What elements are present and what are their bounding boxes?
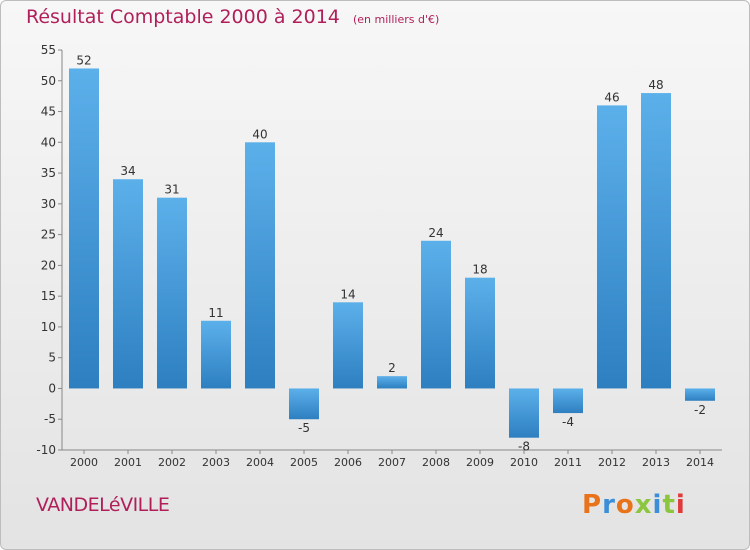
data-label: 31	[164, 183, 179, 197]
y-tick-label: 55	[41, 43, 56, 57]
logo-letter: t	[662, 490, 676, 520]
x-tick-label: 2013	[642, 456, 670, 469]
x-tick-label: 2006	[334, 456, 362, 469]
x-tick-label: 2007	[378, 456, 406, 469]
y-tick-label: -5	[44, 412, 56, 426]
x-tick-label: 2014	[686, 456, 714, 469]
y-tick-label: 40	[41, 135, 56, 149]
bar	[201, 320, 231, 389]
value-labels: 52 34 31 11 40 -5 14 2 24 18 -8 -4 46 48 -2	[76, 53, 706, 453]
data-label: 14	[340, 287, 355, 301]
bar	[245, 142, 275, 389]
y-tick-label: 10	[41, 320, 56, 334]
data-label: 40	[252, 127, 267, 141]
data-label: 18	[472, 263, 487, 277]
data-label: 48	[648, 78, 663, 92]
proxiti-logo[interactable]: Proxiti	[582, 490, 686, 520]
data-label: 11	[208, 306, 223, 320]
data-label: 2	[388, 361, 396, 375]
x-tick-label: 2003	[202, 456, 230, 469]
data-label: 52	[76, 53, 91, 67]
bar	[465, 277, 495, 389]
x-tick-label: 2005	[290, 456, 318, 469]
bar	[377, 376, 407, 389]
y-tick-label: 15	[41, 289, 56, 303]
logo-letter: i	[652, 490, 663, 520]
x-tick-label: 2012	[598, 456, 626, 469]
y-tick-label: 35	[41, 166, 56, 180]
chart-subtitle: (en milliers d'€)	[352, 13, 440, 26]
bar	[509, 388, 539, 438]
y-tick-label: -10	[36, 443, 56, 457]
x-tick-label: 2008	[422, 456, 450, 469]
x-tick-label: 2002	[158, 456, 186, 469]
commune-name: VANDELéVILLE	[36, 494, 170, 516]
bar	[113, 179, 143, 389]
logo-letter: x	[634, 490, 653, 520]
bar	[553, 388, 583, 414]
bar	[289, 388, 319, 420]
logo-letter: o	[615, 490, 635, 520]
data-label: 46	[604, 90, 619, 104]
logo-letter: r	[602, 490, 616, 520]
bar	[421, 240, 451, 389]
chart-title: Résultat Comptable 2000 à 2014	[26, 6, 340, 28]
x-tick-label: 2000	[70, 456, 98, 469]
bar	[69, 68, 99, 389]
bar	[641, 93, 671, 389]
bar	[157, 197, 187, 389]
x-tick-label: 2010	[510, 456, 538, 469]
logo-letter: i	[675, 490, 686, 520]
y-tick-label: 30	[41, 197, 56, 211]
x-tick-label: 2011	[554, 456, 582, 469]
y-tick-label: 0	[48, 381, 56, 395]
x-tick-label: 2009	[466, 456, 494, 469]
data-label: -8	[518, 440, 530, 454]
bar	[685, 388, 715, 401]
y-tick-label: 45	[41, 105, 56, 119]
y-tick-label: 20	[41, 258, 56, 272]
x-tick-label: 2004	[246, 456, 274, 469]
data-label: -4	[562, 415, 574, 429]
bar	[333, 302, 363, 389]
data-label: 24	[428, 226, 443, 240]
logo-letter: P	[582, 490, 603, 520]
y-tick-label: 5	[48, 351, 56, 365]
data-label: 34	[120, 164, 135, 178]
bars	[69, 68, 715, 438]
data-label: -2	[694, 403, 706, 417]
data-label: -5	[298, 421, 310, 435]
bar	[597, 105, 627, 389]
y-tick-label: 25	[41, 228, 56, 242]
y-tick-label: 50	[41, 74, 56, 88]
chart-heading: Résultat Comptable 2000 à 2014 (en milli…	[26, 6, 439, 28]
x-tick-label: 2001	[114, 456, 142, 469]
axes: -10 -5 0 5 10 15 20 25 30 35 40 45 50 55 2000 2001 2002 2…	[36, 43, 722, 469]
